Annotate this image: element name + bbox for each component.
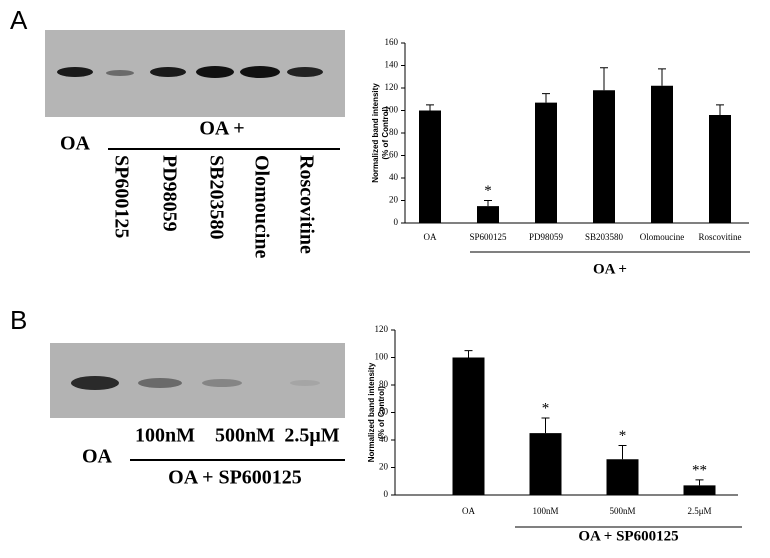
error-bar: [541, 417, 550, 434]
panel-letter: B: [10, 305, 27, 335]
bar: [529, 433, 562, 495]
bar: [419, 110, 441, 223]
bar: [452, 357, 485, 495]
lane-label: 100nM: [135, 425, 195, 447]
y-axis-label: Normalized band intensity: [371, 83, 380, 183]
x-tick-label: Olomoucine: [640, 232, 685, 242]
y-tick-label: 120: [375, 324, 389, 334]
bar: [593, 90, 615, 223]
blot-image: [50, 343, 345, 418]
y-tick-label: 140: [385, 60, 399, 70]
error-bar: [658, 68, 666, 86]
x-tick-label: 500nM: [609, 506, 635, 516]
bar: [477, 206, 499, 223]
significance-label: **: [692, 462, 707, 478]
group-label: OA +: [593, 261, 627, 277]
y-tick-label: 40: [379, 434, 389, 444]
bar: [651, 85, 673, 223]
significance-label: *: [484, 183, 492, 199]
y-tick-label: 40: [389, 172, 399, 182]
error-bar: [542, 93, 550, 103]
y-tick-label: 0: [394, 217, 399, 227]
y-tick-label: 20: [379, 462, 389, 472]
error-bar: [464, 350, 473, 358]
error-bar: [716, 104, 724, 115]
y-tick-label: 0: [384, 489, 389, 499]
y-tick-label: 160: [385, 37, 399, 47]
y-tick-label: 60: [389, 150, 399, 160]
blot-label: OA: [82, 446, 113, 468]
x-tick-label: 100nM: [532, 506, 558, 516]
y-tick-label: 120: [385, 82, 399, 92]
y-tick-label: 80: [389, 127, 399, 137]
blot-label: OA + SP600125: [168, 467, 302, 489]
panel-letter: A: [10, 5, 28, 35]
x-tick-label: Roscovitine: [699, 232, 742, 242]
x-tick-label: SP600125: [469, 232, 507, 242]
x-tick-label: OA: [424, 232, 437, 242]
significance-label: *: [542, 400, 550, 416]
lane-label: 500nM: [215, 425, 275, 447]
bar: [606, 459, 639, 495]
x-tick-label: SB203580: [585, 232, 624, 242]
significance-label: *: [619, 428, 627, 444]
blot-label: OA +: [199, 118, 244, 140]
bar: [535, 102, 557, 223]
lane-label: Roscovitine: [295, 155, 317, 254]
error-bar: [600, 67, 608, 91]
y-axis-label: Normalized band intensity: [367, 362, 376, 462]
group-label: OA + SP600125: [578, 528, 678, 544]
error-bar: [484, 200, 492, 207]
x-tick-label: PD98059: [529, 232, 564, 242]
y-tick-label: 80: [379, 379, 389, 389]
error-bar: [426, 104, 434, 111]
y-axis-label: (% of Control): [377, 386, 386, 439]
lane-label: PD98059: [158, 155, 180, 232]
blot-label: OA: [60, 133, 91, 155]
bar: [709, 115, 731, 223]
lane-label: SP600125: [110, 155, 132, 238]
y-tick-label: 20: [389, 195, 399, 205]
y-tick-label: 100: [375, 352, 389, 362]
error-bar: [618, 445, 627, 460]
bar: [683, 485, 716, 495]
y-axis-label: (% of Control): [381, 106, 390, 159]
x-tick-label: 2.5μM: [687, 506, 711, 516]
lane-label: SB203580: [205, 155, 227, 239]
x-tick-label: OA: [462, 506, 475, 516]
y-tick-label: 60: [379, 407, 389, 417]
blot-image: [45, 30, 345, 117]
lane-label: 2.5μM: [284, 425, 339, 447]
lane-label: Olomoucine: [250, 155, 272, 258]
error-bar: [695, 479, 704, 486]
y-tick-label: 100: [385, 105, 399, 115]
